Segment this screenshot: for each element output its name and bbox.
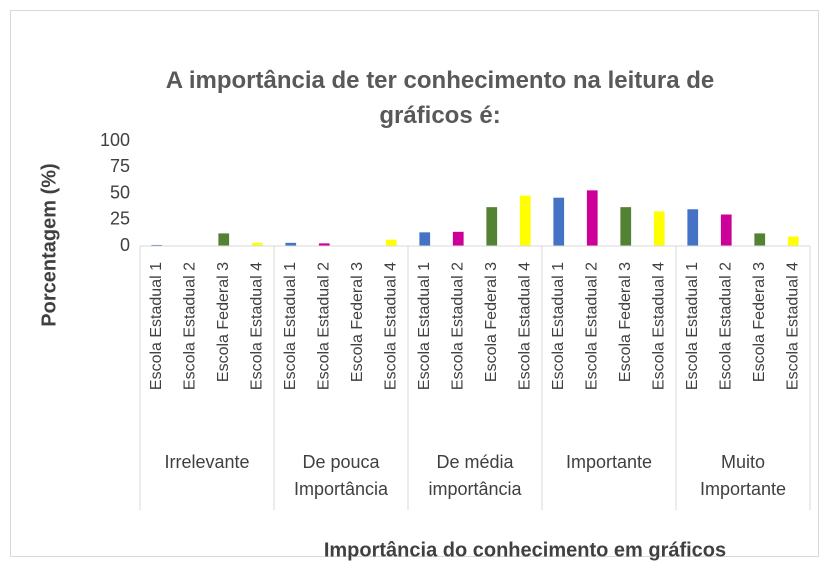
chart-border bbox=[10, 10, 819, 557]
bar bbox=[620, 207, 632, 246]
bar bbox=[486, 207, 498, 246]
bar bbox=[419, 232, 431, 246]
x-subcategory-label: Escola Federal 3 bbox=[349, 262, 366, 382]
bar bbox=[653, 211, 665, 246]
x-subcategory-label: Escola Estadual 1 bbox=[684, 262, 701, 390]
y-axis-title: Porcentagem (%) bbox=[38, 163, 60, 326]
x-subcategory-label: Escola Estadual 2 bbox=[181, 262, 198, 390]
bar bbox=[720, 214, 732, 246]
y-tick-label: 100 bbox=[100, 130, 130, 150]
bar bbox=[754, 233, 766, 246]
x-subcategory-label: Escola Estadual 1 bbox=[550, 262, 567, 390]
bar bbox=[586, 190, 598, 246]
bar bbox=[385, 239, 397, 246]
x-subcategory-label: Escola Estadual 4 bbox=[248, 262, 265, 390]
x-subcategory-label: Escola Federal 3 bbox=[215, 262, 232, 382]
bar bbox=[553, 197, 565, 246]
x-subcategory-label: Escola Estadual 4 bbox=[784, 262, 801, 390]
y-tick-label: 50 bbox=[110, 182, 130, 202]
x-axis-title: Importância do conhecimento em gráficos bbox=[324, 539, 726, 561]
x-subcategory-label: Escola Estadual 1 bbox=[416, 262, 433, 390]
bar bbox=[519, 195, 531, 246]
x-subcategory-label: Escola Estadual 4 bbox=[382, 262, 399, 390]
x-subcategory-label: Escola Estadual 2 bbox=[449, 262, 466, 390]
x-subcategory-label: Escola Estadual 4 bbox=[650, 262, 667, 390]
x-subcategory-label: Escola Federal 3 bbox=[617, 262, 634, 382]
x-subcategory-label: Escola Estadual 2 bbox=[315, 262, 332, 390]
bar bbox=[285, 242, 297, 246]
x-subcategory-label: Escola Estadual 1 bbox=[148, 262, 165, 390]
y-tick-label: 75 bbox=[110, 156, 130, 176]
bar bbox=[151, 244, 163, 246]
x-subcategory-label: Escola Estadual 2 bbox=[583, 262, 600, 390]
x-category-label: Irrelevante bbox=[164, 452, 249, 472]
x-category-label: De pouca Importância bbox=[294, 452, 389, 499]
chart-title: A importância de ter conhecimento na lei… bbox=[166, 67, 715, 129]
bar bbox=[452, 231, 464, 246]
x-category-label: Muito Importante bbox=[700, 452, 786, 499]
x-subcategory-label: Escola Federal 3 bbox=[751, 262, 768, 382]
bar bbox=[687, 209, 699, 246]
x-subcategory-label: Escola Estadual 2 bbox=[717, 262, 734, 390]
bar bbox=[251, 242, 263, 246]
bar bbox=[218, 233, 230, 246]
bar bbox=[318, 243, 330, 246]
x-category-label: Importante bbox=[566, 452, 652, 472]
x-subcategory-label: Escola Estadual 4 bbox=[516, 262, 533, 390]
x-subcategory-label: Escola Estadual 1 bbox=[282, 262, 299, 390]
y-tick-label: 25 bbox=[110, 209, 130, 229]
x-category-label: De média importância bbox=[428, 452, 522, 499]
x-subcategory-label: Escola Federal 3 bbox=[483, 262, 500, 382]
y-tick-label: 0 bbox=[120, 235, 130, 255]
bar bbox=[787, 236, 799, 246]
